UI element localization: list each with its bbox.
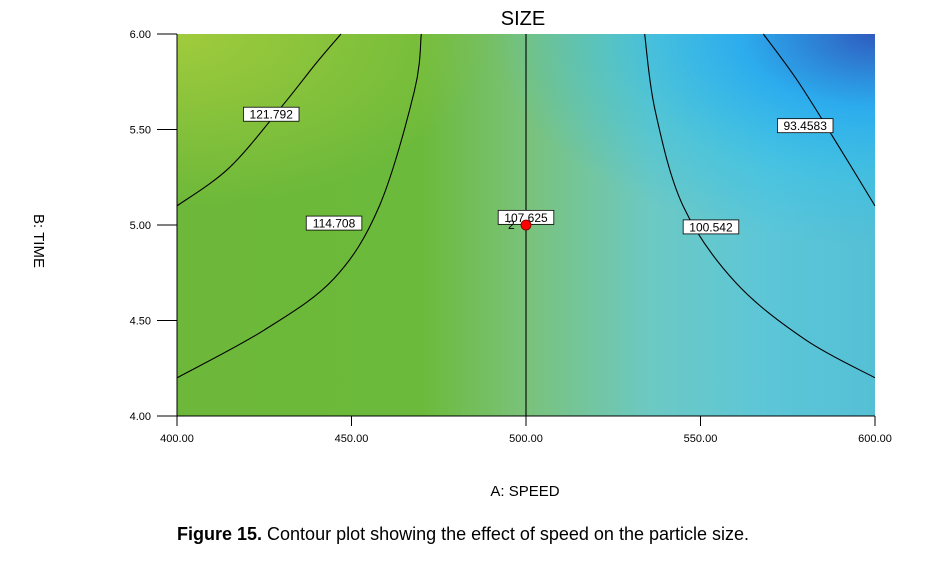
- x-tick-label-1: 450.00: [335, 433, 369, 445]
- contour-line-1: [176, 33, 342, 207]
- design-center-point: 2: [508, 218, 532, 232]
- center-point-count: 2: [508, 218, 515, 232]
- figure-caption-text: Contour plot showing the effect of speed…: [262, 524, 749, 544]
- contour-label-1: 121.792: [250, 108, 294, 122]
- y-tick-label-1: 4.50: [130, 316, 151, 328]
- figure-caption-label: Figure 15.: [177, 524, 263, 544]
- contour-line-4: [644, 33, 876, 379]
- contour-chart: SIZE 121.792 114.708 107.625 100.542 93.4583…: [30, 8, 892, 500]
- figure-caption: Figure 15. Contour plot showing the effe…: [0, 524, 926, 545]
- y-axis: 4.00 4.50 5.00 5.50 6.00: [130, 29, 178, 423]
- chart-title: SIZE: [501, 8, 545, 30]
- x-tick-label-3: 550.00: [684, 433, 718, 445]
- x-tick-label-2: 500.00: [509, 433, 543, 445]
- y-axis-title: B: TIME: [30, 214, 47, 268]
- contour-label-box-2: [305, 215, 363, 231]
- x-axis: 400.00 450.00 500.00 550.00 600.00: [160, 415, 892, 445]
- plot-area: 121.792 114.708 107.625 100.542 93.4583 2: [176, 33, 876, 416]
- y-tick-label-0: 4.00: [130, 411, 151, 423]
- contour-label-4: 100.542: [689, 220, 733, 234]
- y-tick-label-3: 5.50: [130, 125, 151, 137]
- contour-label-box-4: [682, 219, 740, 235]
- center-point-marker: [520, 219, 532, 231]
- contour-labels: 121.792 114.708 107.625 100.542 93.4583: [243, 106, 834, 235]
- contour-label-box-5: [777, 118, 834, 134]
- x-axis-title: A: SPEED: [490, 483, 559, 500]
- x-tick-label-4: 600.00: [858, 433, 892, 445]
- x-tick-label-0: 400.00: [160, 433, 194, 445]
- contour-label-box-1: [243, 106, 300, 122]
- contour-label-3: 107.625: [504, 211, 548, 225]
- y-tick-label-4: 6.00: [130, 29, 151, 41]
- contour-line-2: [176, 33, 422, 379]
- contour-label-2: 114.708: [313, 217, 356, 231]
- y-tick-label-2: 5.00: [130, 220, 151, 232]
- contour-label-5: 93.4583: [784, 119, 828, 133]
